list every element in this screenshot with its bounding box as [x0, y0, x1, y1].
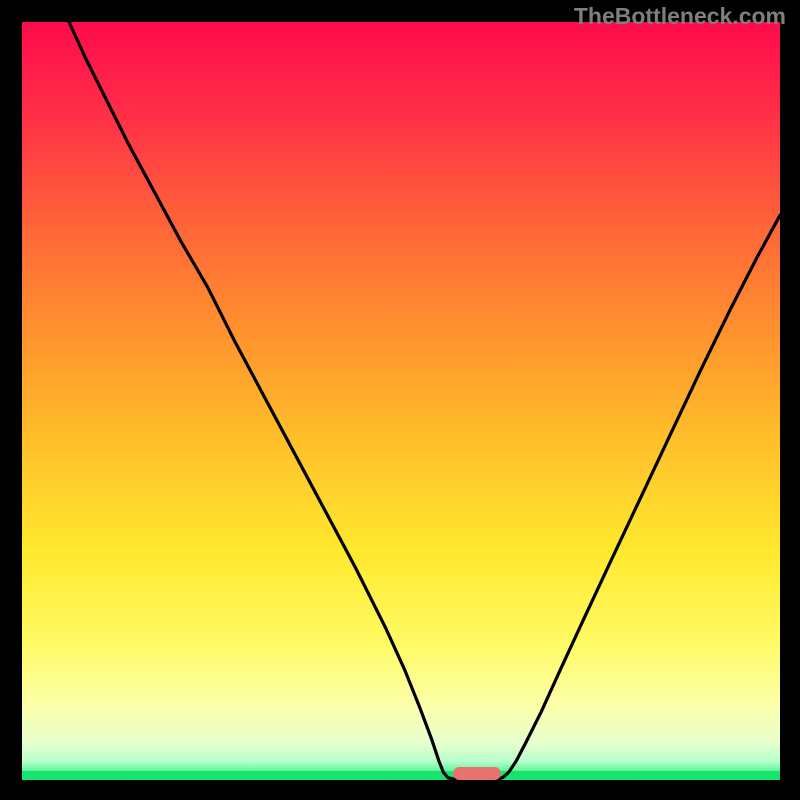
chart-container: TheBottleneck.com — [0, 0, 800, 800]
curve-path — [69, 22, 780, 780]
bottleneck-curve — [22, 22, 780, 780]
optimal-marker — [453, 767, 501, 780]
plot-area — [22, 22, 780, 780]
